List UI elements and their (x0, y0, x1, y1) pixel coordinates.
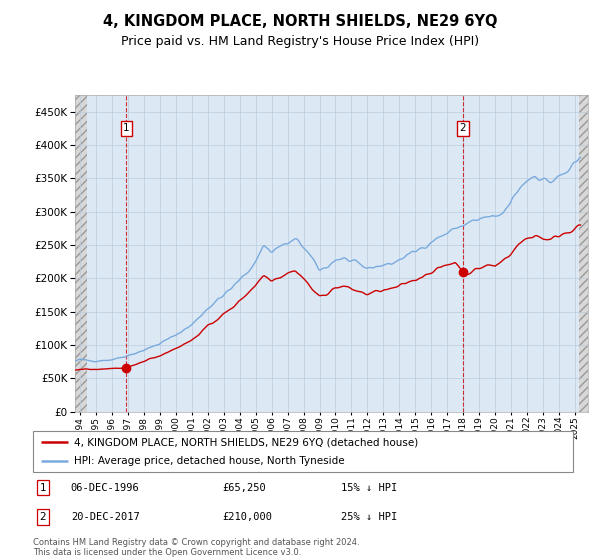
Bar (75, 95, 86, 412)
Text: 1: 1 (123, 123, 130, 133)
Text: Price paid vs. HM Land Registry's House Price Index (HPI): Price paid vs. HM Land Registry's House … (121, 35, 479, 48)
Text: 4, KINGDOM PLACE, NORTH SHIELDS, NE29 6YQ: 4, KINGDOM PLACE, NORTH SHIELDS, NE29 6Y… (103, 14, 497, 29)
FancyBboxPatch shape (33, 431, 573, 472)
Bar (579, 95, 588, 412)
Text: 25% ↓ HPI: 25% ↓ HPI (341, 512, 397, 522)
Text: Contains HM Land Registry data © Crown copyright and database right 2024.
This d: Contains HM Land Registry data © Crown c… (33, 538, 359, 557)
Text: 2: 2 (40, 512, 46, 522)
Text: 20-DEC-2017: 20-DEC-2017 (71, 512, 140, 522)
Text: HPI: Average price, detached house, North Tyneside: HPI: Average price, detached house, Nort… (74, 456, 344, 466)
Text: 2: 2 (460, 123, 466, 133)
Text: 15% ↓ HPI: 15% ↓ HPI (341, 483, 397, 493)
Text: 1: 1 (40, 483, 46, 493)
Text: 4, KINGDOM PLACE, NORTH SHIELDS, NE29 6YQ (detached house): 4, KINGDOM PLACE, NORTH SHIELDS, NE29 6Y… (74, 437, 418, 447)
Text: 06-DEC-1996: 06-DEC-1996 (71, 483, 140, 493)
Text: £210,000: £210,000 (222, 512, 272, 522)
Text: £65,250: £65,250 (222, 483, 266, 493)
